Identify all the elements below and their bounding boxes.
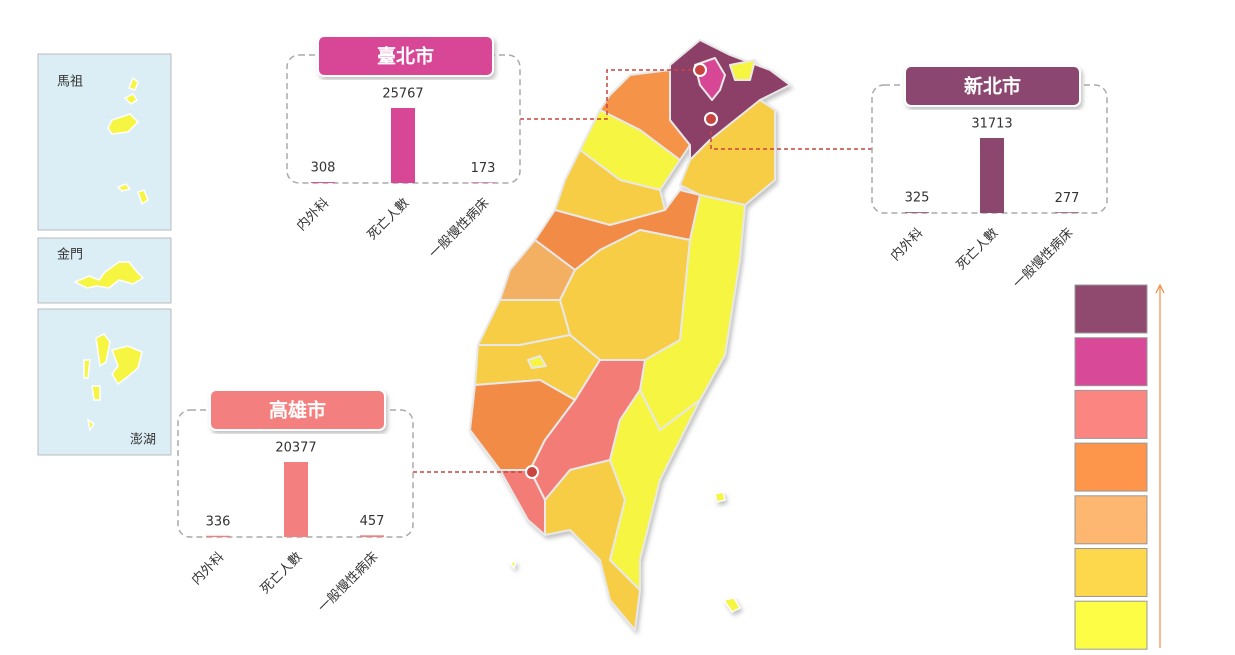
inset-label: 澎湖 [130, 433, 156, 448]
county [679, 99, 776, 206]
taiwan-map [469, 39, 791, 631]
island [83, 333, 143, 432]
value-label: 336 [206, 514, 231, 529]
callout-title: 新北市 [964, 75, 1021, 98]
callout-title: 臺北市 [377, 45, 434, 68]
bar [360, 535, 384, 537]
value-label: 457 [360, 514, 385, 529]
bar [905, 212, 929, 213]
bar [1055, 212, 1079, 213]
bar [284, 462, 308, 537]
callout-tab [904, 65, 1081, 107]
value-label: 325 [905, 191, 930, 206]
value-label: 20377 [275, 441, 316, 456]
bar [206, 535, 230, 537]
island [107, 76, 149, 206]
island [508, 491, 742, 613]
category-label: 一般慢性病床 [426, 195, 492, 261]
bar [980, 138, 1004, 213]
category-label: 死亡人數 [954, 226, 1001, 273]
inset-label: 金門 [57, 247, 83, 263]
legend-swatch [1074, 337, 1148, 387]
inset-box [37, 237, 172, 304]
category-label: 内外科 [293, 195, 332, 234]
category-label: 内外科 [887, 225, 926, 264]
inset-box [37, 308, 172, 456]
category-label: 一般慢性病床 [315, 549, 381, 615]
legend-swatch [1074, 600, 1148, 650]
legend-arrow-head [1155, 283, 1165, 294]
insets [37, 53, 172, 456]
value-label: 31713 [971, 117, 1012, 132]
callout-tab [209, 389, 386, 431]
county [544, 459, 641, 631]
county [527, 355, 547, 369]
callout-tab [317, 35, 494, 77]
value-label: 308 [311, 161, 336, 176]
value-label: 25767 [382, 87, 423, 102]
category-label: 死亡人數 [258, 550, 305, 597]
inset-box [37, 53, 172, 231]
markers [525, 63, 718, 479]
category-label: 死亡人數 [365, 196, 412, 243]
bar [391, 108, 415, 183]
category-label: 内外科 [188, 549, 227, 588]
county [609, 389, 701, 591]
legend-swatch [1074, 442, 1148, 492]
island [73, 261, 145, 289]
callout-title: 高雄市 [269, 399, 326, 422]
inset-label: 馬祖 [57, 75, 83, 90]
bar [311, 182, 335, 183]
connectors [413, 69, 872, 473]
bar [471, 182, 495, 183]
legend-swatch [1074, 495, 1148, 545]
category-label: 一般慢性病床 [1010, 225, 1076, 291]
value-label: 173 [471, 161, 496, 176]
legend-swatch [1074, 548, 1148, 597]
legend-swatch [1074, 284, 1148, 334]
legend-swatch [1074, 389, 1148, 439]
county [729, 59, 756, 81]
value-label: 277 [1055, 191, 1080, 206]
